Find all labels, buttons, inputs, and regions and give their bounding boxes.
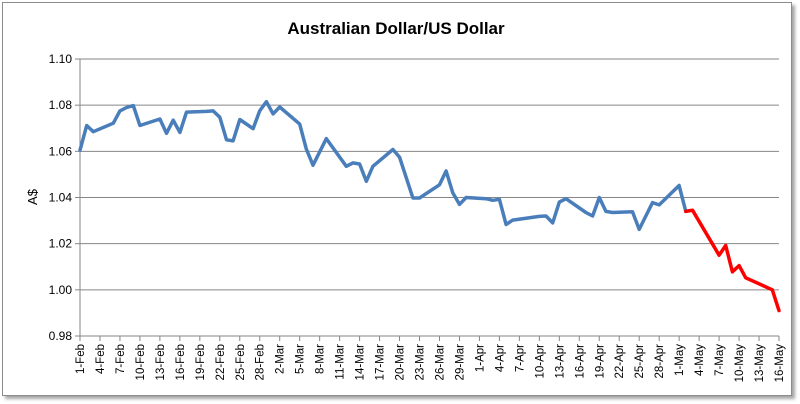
x-tick-label: 7-Apr	[514, 344, 526, 372]
x-tick-label: 13-Feb	[155, 344, 167, 380]
x-axis-ticks: 1-Feb 4-Feb 7-Feb 10-Feb 13-Feb 16-Feb 19-Feb 2…	[75, 336, 786, 382]
x-tick-label: 7-Feb	[115, 344, 127, 374]
x-tick-label: 19-Feb	[195, 344, 207, 380]
gridlines	[79, 58, 779, 337]
x-tick-label: 23-Mar	[415, 344, 427, 381]
x-tick-label: 25-Feb	[235, 344, 247, 380]
x-tick-label: 11-Mar	[335, 344, 347, 380]
y-tick-label: 1.10	[49, 52, 73, 66]
x-tick-label: 29-Mar	[454, 344, 466, 381]
y-tick-label: 1.02	[49, 237, 73, 251]
x-tick-label: 26-Mar	[434, 344, 446, 381]
x-tick-label: 28-Feb	[255, 344, 267, 380]
x-tick-label: 10-Apr	[534, 344, 546, 379]
y-axis-ticks: 0.98 1.00 1.02 1.04 1.06 1.08 1.10	[49, 52, 80, 343]
chart-title: Australian Dollar/US Dollar	[287, 19, 505, 38]
x-tick-label: 8-Mar	[315, 344, 327, 374]
x-tick-label: 16-Apr	[574, 344, 586, 379]
x-tick-label: 10-Feb	[135, 344, 147, 380]
x-tick-label: 7-May	[714, 344, 726, 376]
x-tick-label: 2-Mar	[275, 344, 287, 374]
x-tick-label: 1-Feb	[75, 344, 87, 374]
x-tick-label: 1-Apr	[474, 344, 486, 372]
y-axis-label: A$	[25, 188, 40, 205]
x-tick-label: 5-Mar	[295, 344, 307, 374]
x-tick-label: 17-Mar	[375, 344, 387, 381]
x-tick-label: 28-Apr	[654, 344, 666, 379]
x-tick-label: 19-Apr	[594, 344, 606, 379]
x-tick-label: 1-May	[674, 344, 686, 376]
x-tick-label: 4-May	[694, 344, 706, 376]
x-tick-label: 22-Apr	[614, 344, 626, 379]
x-tick-label: 4-Feb	[95, 344, 107, 374]
x-tick-label: 14-Mar	[355, 344, 367, 381]
x-tick-label: 22-Feb	[215, 344, 227, 380]
line-chart: Australian Dollar/US Dollar A$ 0.98 1.00 1…	[25, 19, 786, 382]
x-tick-label: 13-May	[754, 344, 766, 383]
series-line-1	[78, 99, 688, 232]
x-tick-label: 10-May	[734, 344, 746, 383]
series-line-2	[684, 208, 781, 313]
y-tick-label: 1.06	[49, 144, 73, 158]
x-tick-label: 13-Apr	[554, 344, 566, 379]
series-group	[78, 99, 781, 313]
y-tick-label: 1.04	[49, 191, 73, 205]
x-tick-label: 25-Apr	[634, 344, 646, 379]
chart-frame: Australian Dollar/US Dollar A$ 0.98 1.00 1…	[2, 2, 792, 396]
x-tick-label: 4-Apr	[494, 344, 506, 372]
x-tick-label: 16-May	[774, 344, 786, 383]
y-tick-label: 1.00	[49, 283, 73, 297]
x-tick-label: 20-Mar	[395, 344, 407, 381]
y-tick-label: 1.08	[49, 98, 73, 112]
x-tick-label: 16-Feb	[175, 344, 187, 380]
y-tick-label: 0.98	[49, 329, 73, 343]
